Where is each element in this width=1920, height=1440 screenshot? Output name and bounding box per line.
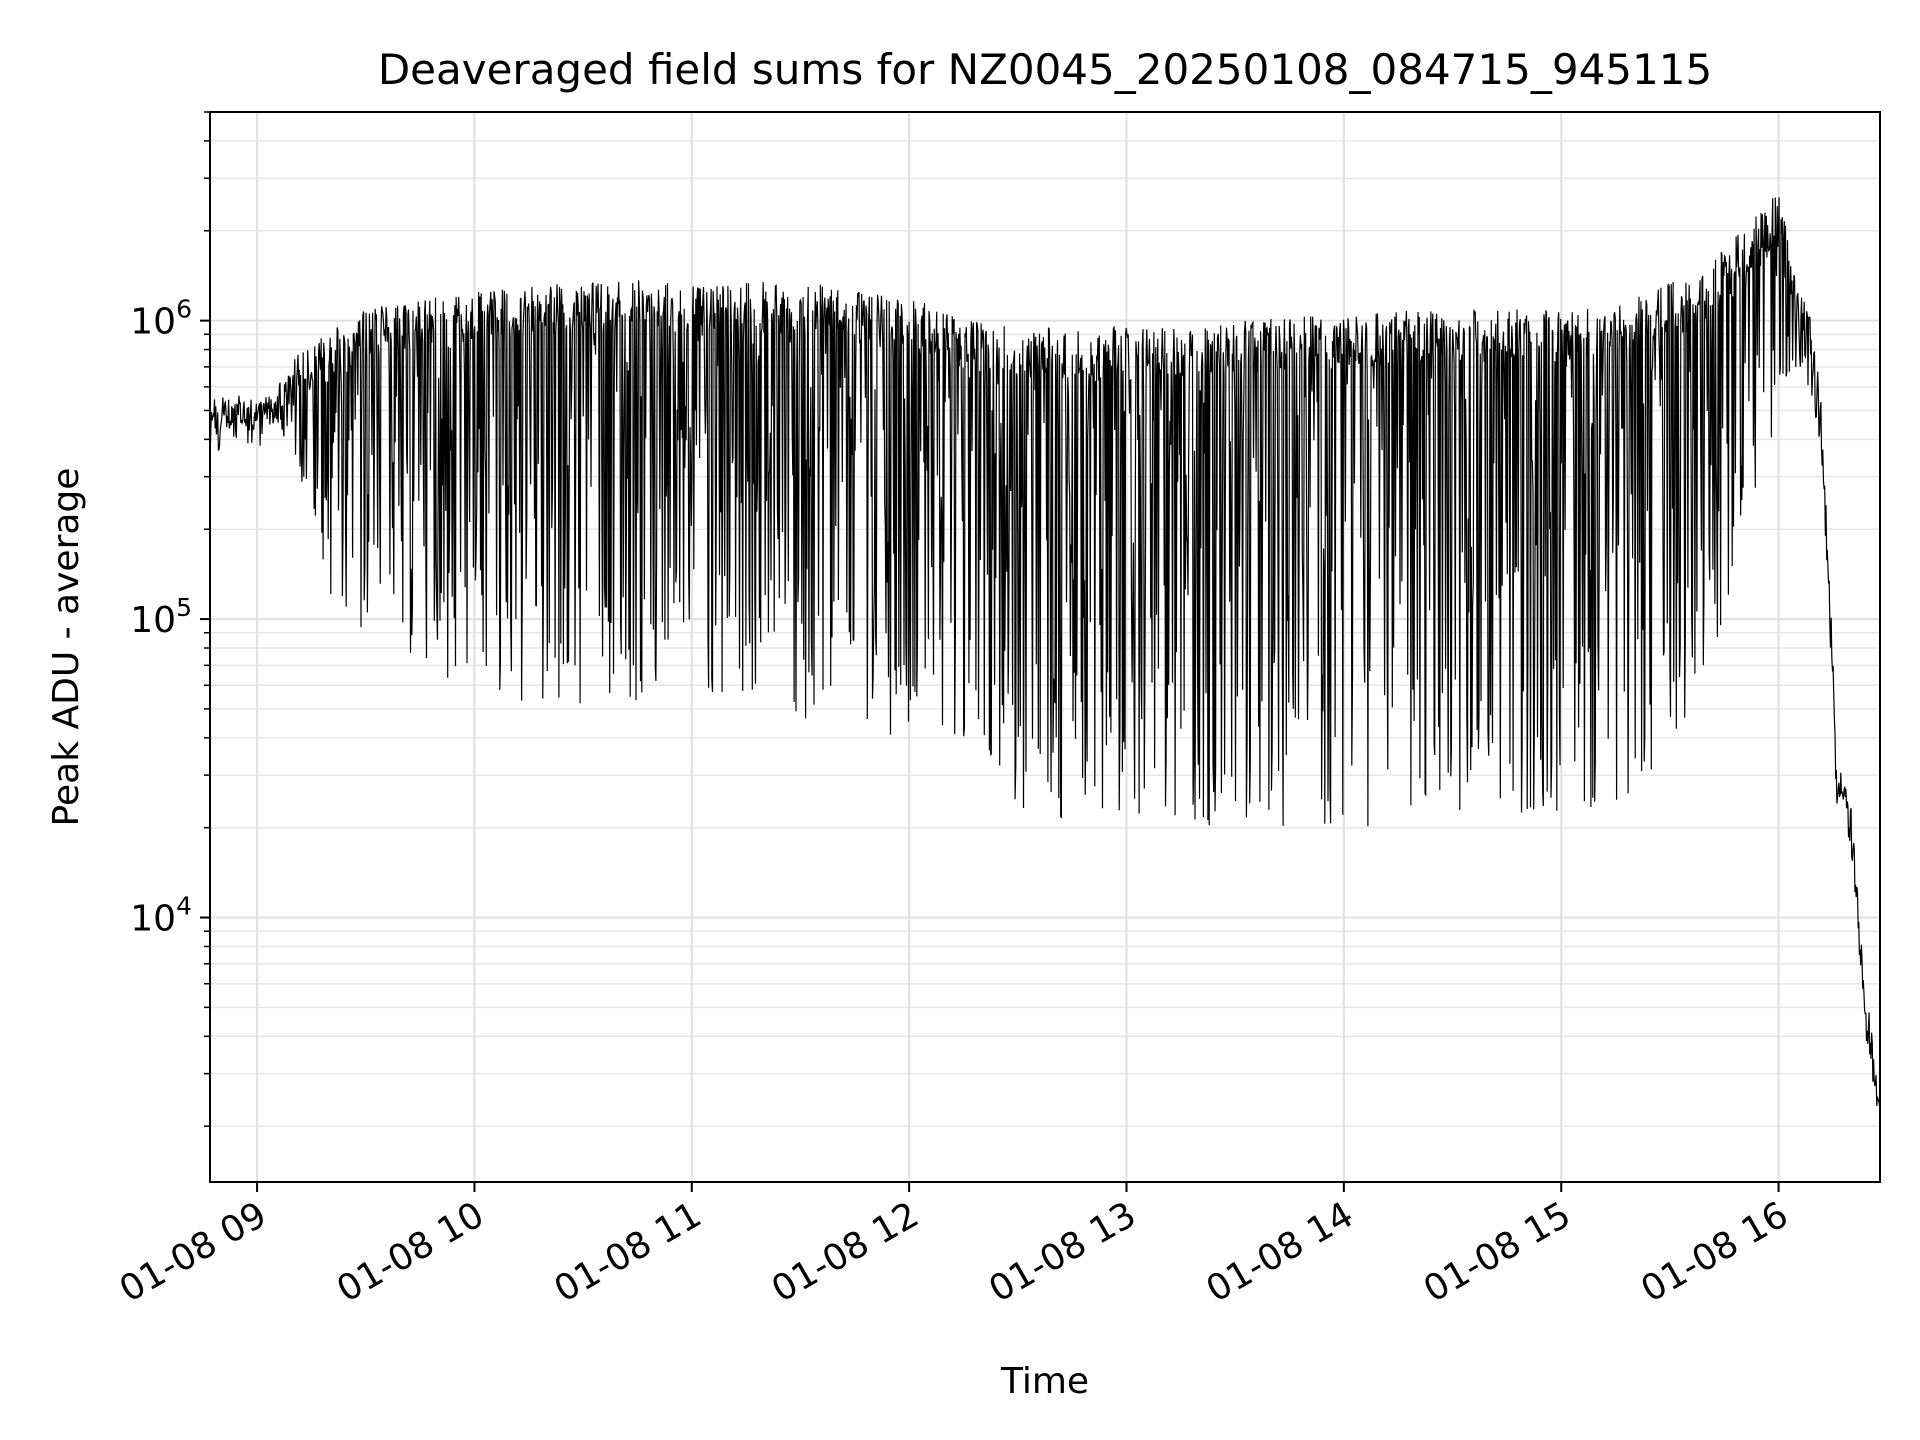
- plot-frame: [209, 111, 1881, 1183]
- y-axis-label: Peak ADU - average: [46, 468, 87, 827]
- series-line: [209, 197, 1881, 1119]
- chart-title: Deaveraged field sums for NZ0045_2025010…: [378, 45, 1712, 94]
- data-line: [209, 197, 1881, 1119]
- x-axis-label: Time: [1000, 1361, 1089, 1402]
